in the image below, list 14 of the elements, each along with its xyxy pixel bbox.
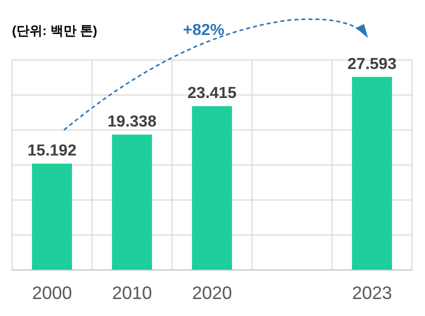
x-tick-label: 2023 (352, 282, 392, 303)
data-label: 23.415 (188, 85, 237, 102)
data-label: 27.593 (348, 56, 397, 73)
data-label: 19.338 (108, 114, 157, 131)
text: (단위: 백만 톤) (12, 22, 98, 40)
data-label: 15.192 (28, 142, 77, 160)
text: +82% (183, 22, 224, 40)
x-tick-label: 2010 (112, 282, 152, 303)
bar (112, 134, 152, 270)
bar (192, 106, 232, 270)
bar (352, 76, 392, 270)
bar (32, 164, 72, 270)
x-tick-label: 2000 (32, 282, 72, 303)
x-tick-label: 2020 (192, 282, 232, 303)
